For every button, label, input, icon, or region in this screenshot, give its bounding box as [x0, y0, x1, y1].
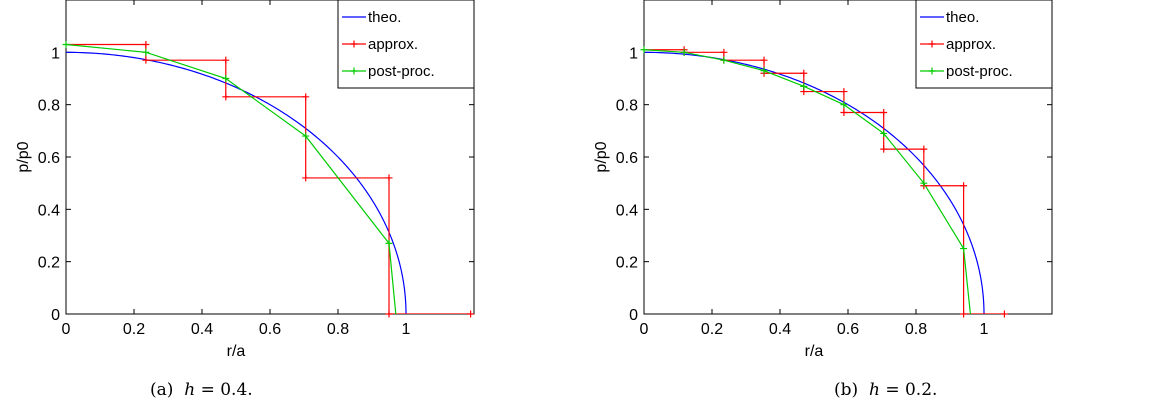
series-marker [222, 56, 230, 64]
series-marker [680, 48, 688, 56]
y-tick-label: 0.2 [616, 255, 638, 272]
caption-a: (a) h = 0.4. [150, 380, 253, 400]
x-axis-label: r/a [227, 343, 246, 360]
legend-marker [928, 67, 936, 75]
caption-variable: h [868, 380, 880, 400]
series-line-theo [644, 51, 985, 314]
x-tick-label: 0 [62, 321, 71, 338]
series-marker [840, 101, 848, 109]
legend-marker [350, 67, 358, 75]
x-tick-label: 0.2 [701, 321, 723, 338]
series-marker [142, 56, 150, 64]
legend-label: theo. [946, 9, 979, 26]
series-marker [960, 310, 968, 318]
legend-marker [928, 40, 936, 48]
series-marker [640, 46, 648, 54]
x-axis-label: r/a [805, 343, 824, 360]
series-marker [840, 109, 848, 117]
series-marker [800, 82, 808, 90]
chart-panel-b: 0 0.2 0.4 0.6 0.8 1 0 0.2 0.4 0.6 0.8 1 r/a p/p0 theo.… [578, 0, 1156, 418]
series-marker [142, 48, 150, 56]
series-line-post-proc [66, 43, 397, 314]
legend-label: approx. [368, 36, 418, 53]
series-marker [385, 310, 393, 318]
series-line-theo [66, 51, 407, 314]
series-marker [880, 109, 888, 117]
y-tick-label: 0.6 [38, 150, 60, 167]
series-marker [960, 182, 968, 190]
x-tick-label: 0.4 [769, 321, 791, 338]
series-marker [920, 179, 928, 187]
y-tick-label: 0 [51, 307, 60, 324]
series-marker [222, 93, 230, 101]
caption-tag: (b) [834, 380, 859, 400]
series-marker [302, 132, 310, 140]
series-line-post-proc [644, 49, 971, 314]
legend-label: approx. [946, 36, 996, 53]
y-tick-label: 0 [629, 307, 638, 324]
series-marker [385, 239, 393, 247]
series-marker [760, 56, 768, 64]
x-tick-label: 0.6 [259, 321, 281, 338]
caption-variable: h [184, 380, 196, 400]
y-tick-label: 0.4 [38, 202, 60, 219]
x-tick-label: 0.6 [837, 321, 859, 338]
y-tick-label: 0.4 [616, 202, 638, 219]
y-tick-label: 0.2 [38, 255, 60, 272]
series-marker [720, 48, 728, 56]
chart-svg-b: 0 0.2 0.4 0.6 0.8 1 0 0.2 0.4 0.6 0.8 1 r/a p/p0 theo.… [593, 0, 1053, 360]
series-marker [62, 40, 70, 48]
y-tick-label: 1 [51, 45, 60, 62]
series-marker [880, 145, 888, 153]
chart-svg-a: 0 0.2 0.4 0.6 0.8 1 0 0.2 0.4 0.6 0.8 1 r/a p/p0 theo.… [15, 0, 475, 360]
x-tick-label: 0.4 [191, 321, 213, 338]
series-marker [1000, 310, 1008, 318]
y-tick-label: 0.6 [616, 150, 638, 167]
series-marker [920, 145, 928, 153]
legend-marker [350, 40, 358, 48]
series-marker [385, 174, 393, 182]
series-line-approx [644, 49, 1005, 314]
series-marker [302, 93, 310, 101]
series-marker [222, 75, 230, 82]
x-tick-label: 1 [980, 321, 989, 338]
x-tick-label: 0.8 [905, 321, 927, 338]
caption-value: = 0.2. [885, 380, 938, 400]
y-axis-label: p/p0 [593, 141, 610, 172]
series-marker [880, 129, 888, 137]
y-axis-label: p/p0 [15, 141, 32, 172]
legend-label: post-proc. [368, 63, 435, 80]
legend: theo. approx. post-proc. [337, 0, 475, 89]
series-marker [840, 88, 848, 96]
legend: theo. approx. post-proc. [915, 0, 1053, 89]
y-tick-label: 1 [629, 45, 638, 62]
x-tick-label: 0.8 [327, 321, 349, 338]
x-tick-label: 1 [402, 321, 411, 338]
x-tick-label: 0.2 [123, 321, 145, 338]
caption-tag: (a) [150, 380, 174, 400]
series-marker [720, 56, 728, 64]
x-tick-label: 0 [640, 321, 649, 338]
series-marker [760, 67, 768, 75]
series-marker [800, 69, 808, 77]
chart-panel-a: 0 0.2 0.4 0.6 0.8 1 0 0.2 0.4 0.6 0.8 1 r/a p/p0 theo.… [15, 0, 475, 400]
caption-value: = 0.4. [200, 380, 253, 400]
series-marker [142, 40, 150, 48]
legend-label: post-proc. [946, 63, 1013, 80]
legend-label: theo. [368, 9, 401, 26]
caption-b: (b) h = 0.2. [834, 380, 937, 400]
y-tick-label: 0.8 [38, 98, 60, 115]
series-marker [302, 174, 310, 182]
series-marker [960, 245, 968, 253]
series-marker [467, 310, 475, 318]
y-tick-label: 0.8 [616, 98, 638, 115]
